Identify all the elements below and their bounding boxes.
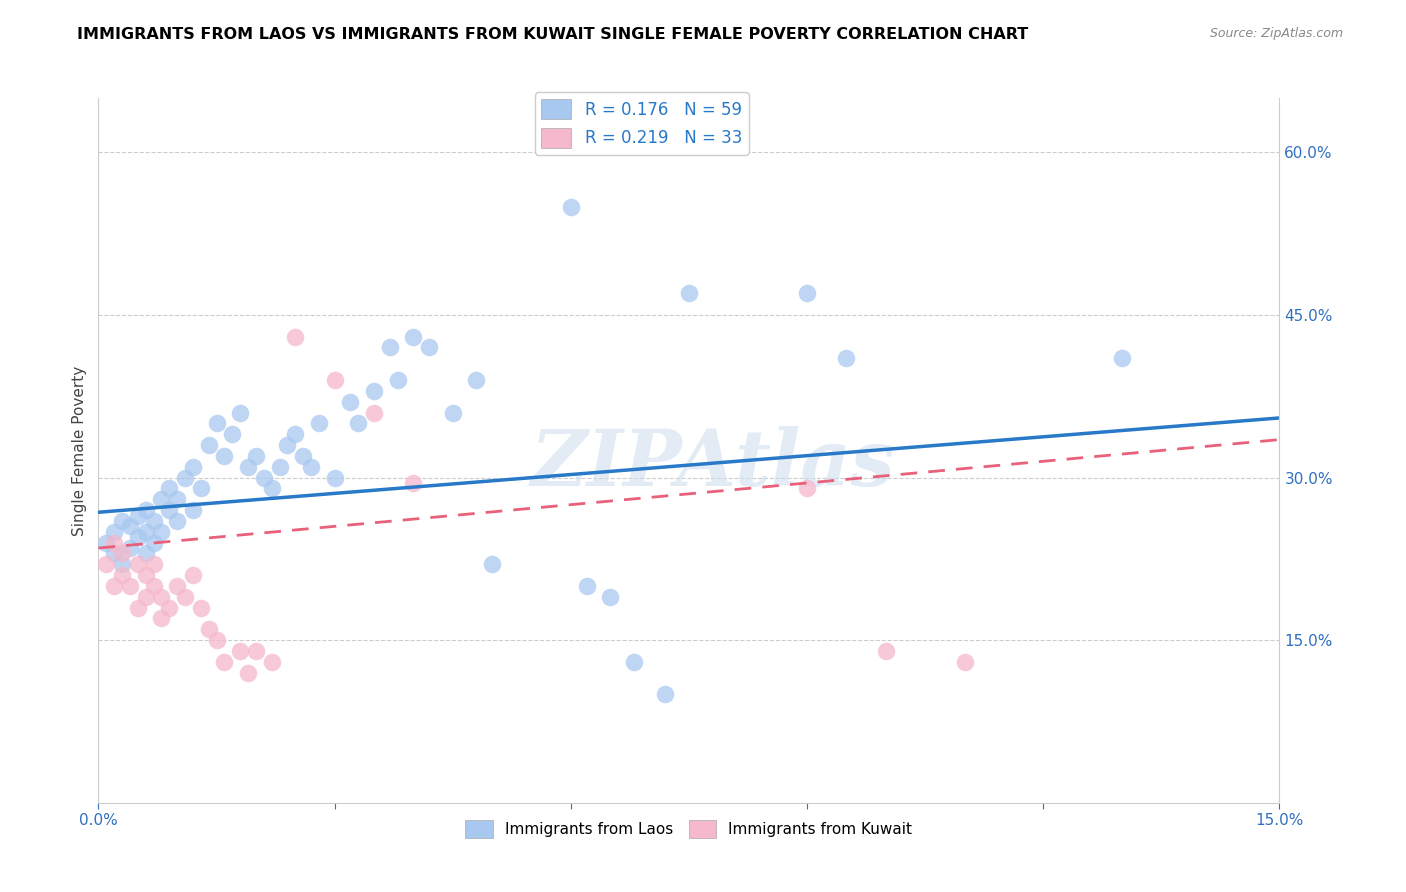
Point — [127, 530, 149, 544]
Point — [418, 341, 440, 355]
Point — [323, 373, 346, 387]
Legend: Immigrants from Laos, Immigrants from Kuwait: Immigrants from Laos, Immigrants from Ku… — [460, 814, 918, 845]
Point — [166, 579, 188, 593]
Point — [142, 514, 165, 528]
Point — [236, 459, 259, 474]
Point — [339, 394, 361, 409]
Point — [229, 644, 252, 658]
Point — [441, 405, 464, 419]
Point — [142, 579, 165, 593]
Point — [111, 568, 134, 582]
Point — [103, 535, 125, 549]
Point — [623, 655, 645, 669]
Point — [260, 482, 283, 496]
Point — [118, 519, 141, 533]
Point — [166, 492, 188, 507]
Point — [560, 200, 582, 214]
Point — [135, 590, 157, 604]
Point — [150, 590, 173, 604]
Point — [127, 600, 149, 615]
Point — [796, 286, 818, 301]
Point — [575, 579, 598, 593]
Point — [402, 475, 425, 490]
Point — [127, 558, 149, 572]
Point — [135, 546, 157, 560]
Point — [402, 329, 425, 343]
Point — [174, 590, 197, 604]
Point — [174, 470, 197, 484]
Point — [229, 405, 252, 419]
Y-axis label: Single Female Poverty: Single Female Poverty — [72, 366, 87, 535]
Point — [1111, 351, 1133, 366]
Point — [269, 459, 291, 474]
Point — [190, 482, 212, 496]
Point — [378, 341, 401, 355]
Point — [96, 535, 118, 549]
Point — [221, 427, 243, 442]
Text: IMMIGRANTS FROM LAOS VS IMMIGRANTS FROM KUWAIT SINGLE FEMALE POVERTY CORRELATION: IMMIGRANTS FROM LAOS VS IMMIGRANTS FROM … — [77, 27, 1029, 42]
Point — [205, 633, 228, 648]
Point — [166, 514, 188, 528]
Point — [205, 417, 228, 431]
Point — [654, 687, 676, 701]
Point — [481, 558, 503, 572]
Point — [157, 482, 180, 496]
Point — [953, 655, 976, 669]
Point — [308, 417, 330, 431]
Point — [387, 373, 409, 387]
Point — [253, 470, 276, 484]
Point — [245, 644, 267, 658]
Point — [284, 329, 307, 343]
Point — [150, 492, 173, 507]
Point — [214, 655, 236, 669]
Point — [135, 524, 157, 539]
Point — [292, 449, 315, 463]
Point — [142, 558, 165, 572]
Point — [103, 546, 125, 560]
Point — [103, 579, 125, 593]
Point — [111, 558, 134, 572]
Point — [142, 535, 165, 549]
Point — [875, 644, 897, 658]
Point — [190, 600, 212, 615]
Point — [103, 524, 125, 539]
Point — [111, 514, 134, 528]
Point — [465, 373, 488, 387]
Point — [284, 427, 307, 442]
Point — [135, 503, 157, 517]
Point — [157, 600, 180, 615]
Text: Source: ZipAtlas.com: Source: ZipAtlas.com — [1209, 27, 1343, 40]
Point — [150, 524, 173, 539]
Point — [363, 405, 385, 419]
Point — [150, 611, 173, 625]
Text: ZIPAtlas: ZIPAtlas — [530, 426, 894, 503]
Point — [118, 541, 141, 555]
Point — [276, 438, 298, 452]
Point — [260, 655, 283, 669]
Point — [111, 546, 134, 560]
Point — [197, 438, 219, 452]
Point — [796, 482, 818, 496]
Point — [678, 286, 700, 301]
Point — [323, 470, 346, 484]
Point — [299, 459, 322, 474]
Point — [236, 665, 259, 680]
Point — [245, 449, 267, 463]
Point — [835, 351, 858, 366]
Point — [214, 449, 236, 463]
Point — [197, 623, 219, 637]
Point — [127, 508, 149, 523]
Point — [347, 417, 370, 431]
Point — [96, 558, 118, 572]
Point — [118, 579, 141, 593]
Point — [599, 590, 621, 604]
Point — [181, 568, 204, 582]
Point — [181, 503, 204, 517]
Point — [157, 503, 180, 517]
Point — [363, 384, 385, 398]
Point — [135, 568, 157, 582]
Point — [181, 459, 204, 474]
